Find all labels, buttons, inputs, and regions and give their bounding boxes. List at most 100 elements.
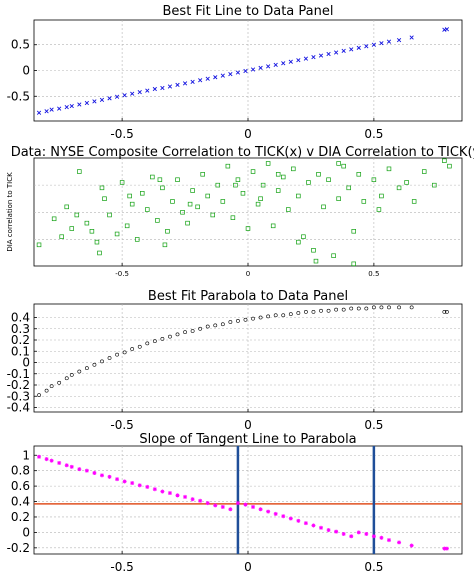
- data-point: [281, 514, 286, 519]
- data-point: [160, 489, 165, 494]
- data-point: [155, 218, 160, 223]
- data-point: [336, 161, 341, 166]
- data-point: [114, 94, 120, 99]
- data-point: [213, 323, 218, 328]
- data-point: [251, 504, 256, 509]
- data-point: [304, 309, 308, 314]
- data-point: [371, 177, 377, 182]
- data-point: [341, 531, 346, 536]
- data-point: [386, 538, 391, 543]
- data-point: [258, 315, 263, 320]
- data-point: [145, 207, 150, 212]
- data-point: [273, 313, 278, 318]
- data-point: [444, 546, 449, 551]
- data-point: [275, 172, 281, 177]
- data-point: [57, 380, 62, 385]
- data-point: [397, 540, 402, 545]
- x-tick-label: -0.5: [110, 418, 133, 432]
- data-point: [291, 166, 296, 172]
- data-point: [240, 191, 246, 196]
- data-point: [349, 47, 354, 52]
- data-point: [140, 191, 145, 196]
- data-point: [379, 41, 384, 46]
- data-point: [49, 107, 54, 112]
- data-point: [165, 229, 170, 234]
- data-point: [236, 318, 240, 323]
- data-point: [200, 172, 205, 177]
- data-point: [190, 329, 195, 333]
- x-tick-label: 0: [246, 270, 250, 278]
- data-point: [205, 324, 210, 329]
- data-point: [195, 204, 200, 210]
- data-point: [220, 504, 225, 509]
- data-point: [288, 312, 293, 317]
- panel-title: Best Fit Line to Data Panel: [163, 4, 334, 19]
- data-point: [57, 106, 62, 111]
- data-point: [84, 366, 89, 371]
- data-point: [107, 212, 112, 218]
- data-point: [170, 199, 175, 204]
- data-point: [286, 207, 291, 212]
- data-point: [228, 320, 233, 324]
- y-tick-label: 0.2: [11, 510, 30, 524]
- data-point: [442, 546, 447, 551]
- data-point: [69, 464, 74, 469]
- data-point: [57, 460, 62, 465]
- x-tick-label: 0: [244, 418, 252, 432]
- data-point: [376, 207, 382, 212]
- y-tick-label: -0.3: [7, 389, 30, 403]
- data-point: [122, 479, 127, 484]
- data-point: [313, 258, 319, 264]
- data-point: [421, 169, 427, 174]
- data-point: [326, 177, 331, 182]
- data-point: [371, 42, 377, 47]
- data-point: [266, 314, 271, 319]
- data-point: [326, 308, 331, 313]
- data-point: [160, 85, 165, 91]
- data-point: [311, 248, 316, 253]
- data-point: [356, 172, 362, 177]
- data-point: [230, 215, 236, 220]
- data-point: [152, 487, 157, 492]
- data-point: [167, 84, 173, 89]
- y-tick-label: -0.4: [7, 401, 30, 415]
- data-point: [379, 535, 384, 540]
- y-tick-label: -0.5: [7, 89, 30, 103]
- data-point: [130, 91, 135, 96]
- y-tick-label: 0.3: [11, 322, 30, 336]
- data-point: [311, 523, 316, 528]
- data-point: [97, 250, 102, 256]
- data-point: [152, 86, 157, 92]
- x-tick-label: -0.5: [115, 270, 129, 278]
- data-point: [361, 199, 367, 204]
- data-point: [311, 309, 316, 314]
- y-axis-label: DIA correlation to TICK: [6, 172, 14, 252]
- data-point: [326, 51, 331, 57]
- data-point: [137, 90, 142, 95]
- y-tick-label: 1: [22, 448, 30, 462]
- panel-title: Data: NYSE Composite Correlation to TICK…: [11, 145, 474, 160]
- data-point: [326, 528, 331, 533]
- data-point: [107, 96, 112, 101]
- data-point: [69, 372, 74, 377]
- data-point: [198, 326, 203, 331]
- data-point: [213, 75, 218, 80]
- data-point: [190, 497, 195, 502]
- x-tick-label: 0.5: [364, 560, 383, 574]
- data-point: [444, 27, 450, 32]
- data-point: [371, 534, 376, 539]
- data-point: [288, 59, 293, 64]
- data-point: [183, 330, 187, 335]
- panel-title: Slope of Tangent Line to Parabola: [139, 432, 356, 447]
- data-point: [303, 56, 309, 61]
- data-point: [74, 212, 80, 218]
- data-point: [397, 305, 401, 310]
- data-point: [442, 309, 447, 314]
- data-point: [175, 332, 180, 337]
- data-point: [190, 188, 195, 193]
- data-point: [258, 65, 263, 71]
- data-point: [99, 473, 104, 478]
- data-point: [145, 88, 150, 93]
- data-point: [447, 163, 452, 169]
- data-point: [281, 61, 286, 66]
